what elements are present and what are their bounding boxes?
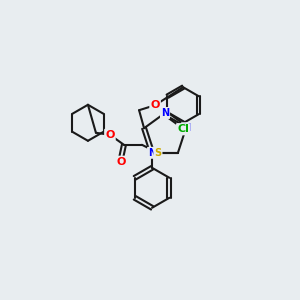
Text: Cl: Cl (177, 124, 189, 134)
Text: N: N (161, 108, 169, 118)
Text: N: N (182, 123, 190, 133)
Text: N: N (148, 148, 156, 158)
Text: O: O (105, 130, 115, 140)
Text: S: S (154, 148, 161, 158)
Text: O: O (150, 100, 160, 110)
Text: O: O (116, 157, 126, 167)
